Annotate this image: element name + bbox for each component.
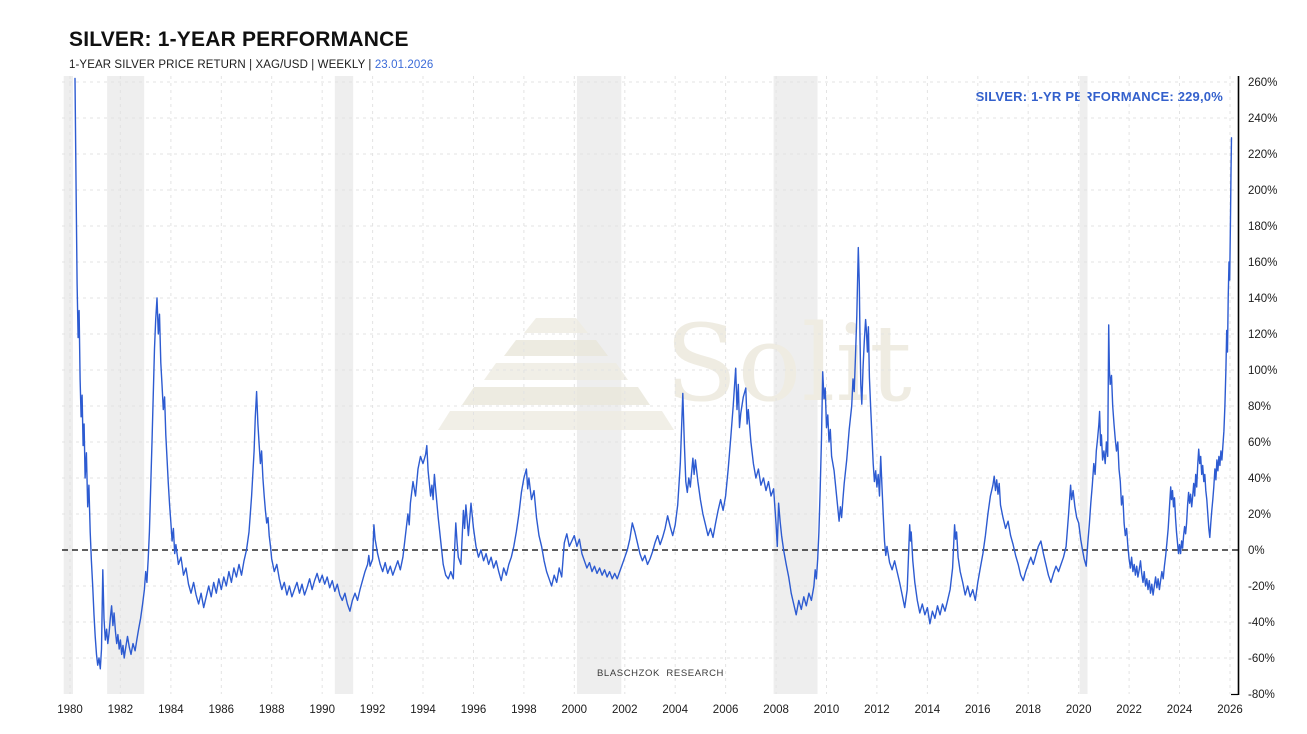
x-tick-label: 2006 (713, 704, 739, 716)
recession-band (773, 76, 818, 694)
watermark-pyramid-icon (462, 387, 650, 405)
research-credit: BLASCHZOK RESEARCH (597, 668, 725, 679)
x-tick-label: 1984 (158, 704, 184, 716)
chart-subtitle: 1-YEAR SILVER PRICE RETURN | XAG/USD | W… (69, 59, 433, 71)
x-tick-label: 2010 (814, 704, 840, 716)
x-tick-label: 2026 (1217, 704, 1243, 716)
y-tick-label: 160% (1248, 257, 1277, 269)
x-tick-label: 2000 (562, 704, 588, 716)
y-tick-label: 60% (1248, 437, 1271, 449)
x-tick-label: 2024 (1167, 704, 1193, 716)
x-tick-label: 2008 (763, 704, 789, 716)
x-tick-label: 2018 (1015, 704, 1041, 716)
y-tick-label: 180% (1248, 221, 1277, 233)
y-tick-label: -20% (1248, 581, 1275, 593)
y-tick-label: -40% (1248, 617, 1275, 629)
performance-annotation: SILVER: 1-YR PERFORMANCE: 229,0% (975, 89, 1223, 104)
x-tick-label: 1990 (309, 704, 335, 716)
recession-band (1079, 76, 1088, 694)
watermark-pyramid-icon (484, 363, 628, 380)
y-tick-label: 140% (1248, 293, 1277, 305)
watermark-brand: Solit (665, 302, 912, 425)
watermark-pyramid-icon (504, 340, 608, 356)
y-tick-label: 220% (1248, 149, 1277, 161)
x-tick-label: 2020 (1066, 704, 1092, 716)
price-line (74, 77, 1233, 670)
x-tick-label: 1996 (461, 704, 487, 716)
chart-background-layer (63, 76, 1088, 694)
recession-band (334, 76, 354, 694)
y-tick-label: -60% (1248, 653, 1275, 665)
recession-band (63, 76, 73, 694)
x-tick-label: 1994 (410, 704, 436, 716)
x-tick-label: 2004 (662, 704, 688, 716)
x-tick-label: 1982 (108, 704, 134, 716)
subtitle-text: 1-YEAR SILVER PRICE RETURN | XAG/USD | W… (69, 59, 375, 71)
y-tick-label: -80% (1248, 689, 1275, 701)
x-tick-label: 2002 (612, 704, 638, 716)
x-tick-label: 1980 (57, 704, 83, 716)
chart-plot-layer: 260% 240% 220% 200% 180% 160% 140% 120% 100% 80% 6… (57, 76, 1277, 716)
y-tick-label: 200% (1248, 185, 1277, 197)
recession-band (107, 76, 145, 694)
y-tick-label: 0% (1248, 545, 1265, 557)
y-tick-label: 20% (1248, 509, 1271, 521)
x-tick-label: 2016 (965, 704, 991, 716)
y-tick-label: 120% (1248, 329, 1277, 341)
recession-band (576, 76, 622, 694)
subtitle-date: 23.01.2026 (374, 59, 434, 71)
x-tick-label: 2014 (915, 704, 941, 716)
x-tick-label: 1998 (511, 704, 537, 716)
y-tick-label: 40% (1248, 473, 1271, 485)
x-tick-label: 2012 (864, 704, 890, 716)
y-tick-label: 80% (1248, 401, 1271, 413)
x-tick-label: 2022 (1116, 704, 1142, 716)
y-tick-label: 260% (1248, 77, 1277, 89)
page-title: SILVER: 1-YEAR PERFORMANCE (69, 28, 409, 51)
x-tick-label: 1986 (209, 704, 235, 716)
watermark-pyramid-icon (524, 318, 588, 333)
x-tick-label: 1988 (259, 704, 285, 716)
y-tick-label: 100% (1248, 365, 1277, 377)
x-tick-label: 1992 (360, 704, 386, 716)
header: SILVER: 1-YEAR PERFORMANCE 1-YEAR SILVER… (69, 28, 433, 71)
watermark-pyramid-icon (438, 411, 674, 430)
y-tick-label: 240% (1248, 113, 1277, 125)
